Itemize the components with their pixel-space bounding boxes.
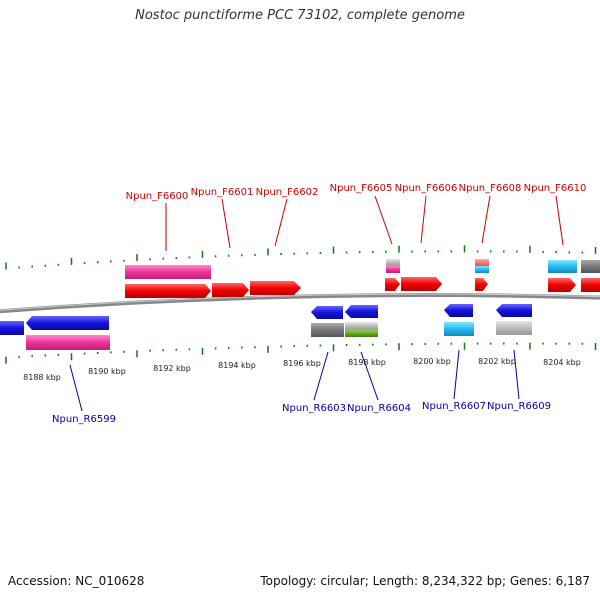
tick-label: 8190 kbp <box>88 367 126 376</box>
feature-lightgray-reverse[interactable] <box>345 322 378 330</box>
tick-label: 8200 kbp <box>413 357 451 366</box>
feature-gray-forward[interactable] <box>581 260 600 273</box>
genome-summary-text: Topology: circular; Length: 8,234,322 bp… <box>260 574 590 588</box>
tick-label: 8192 kbp <box>153 364 191 373</box>
feature-cyan-forward[interactable] <box>548 260 577 273</box>
reverse-callout-lines <box>69 349 520 412</box>
gene-arrow-r6603[interactable] <box>311 306 343 319</box>
gene-arrow-f6608[interactable] <box>475 278 488 291</box>
gene-arrow-f6602[interactable] <box>250 281 301 295</box>
feature-green-reverse[interactable] <box>345 330 378 337</box>
forward-gene-arrows <box>125 277 600 298</box>
gene-arrow-f6606[interactable] <box>401 277 442 291</box>
reverse-tick-arc <box>5 342 597 364</box>
tick-label: 8188 kbp <box>23 373 61 382</box>
gene-arrow-r6607[interactable] <box>444 304 473 317</box>
tick-label: 8196 kbp <box>283 359 321 368</box>
gene-arrow-r6599[interactable] <box>26 316 109 330</box>
gene-label-f6610[interactable]: Npun_F6610 <box>524 183 587 194</box>
gene-label-r6603[interactable]: Npun_R6603 <box>282 403 346 414</box>
gene-arrow-f6610[interactable] <box>548 278 576 292</box>
gene-label-f6601[interactable]: Npun_F6601 <box>191 187 254 198</box>
gene-label-f6606[interactable]: Npun_F6606 <box>395 183 458 194</box>
gene-label-f6602[interactable]: Npun_F6602 <box>256 187 319 198</box>
gene-arrow-f6605[interactable] <box>385 278 400 291</box>
gene-arrow-f6611[interactable] <box>581 278 600 292</box>
forward-gene-labels: Npun_F6600 Npun_F6601 Npun_F6602 Npun_F6… <box>126 183 587 202</box>
gene-label-r6604[interactable]: Npun_R6604 <box>347 403 411 414</box>
map-title: Nostoc punctiforme PCC 73102, complete g… <box>135 8 465 23</box>
genome-backbone-highlight <box>0 293 600 311</box>
reverse-gene-arrows <box>0 304 532 335</box>
gene-label-f6600[interactable]: Npun_F6600 <box>126 191 189 202</box>
feature-pink-forward[interactable] <box>125 265 211 279</box>
feature-lightgray-reverse-2[interactable] <box>496 321 532 335</box>
gene-label-r6607[interactable]: Npun_R6607 <box>422 401 486 412</box>
gene-label-f6605[interactable]: Npun_F6605 <box>330 183 393 194</box>
tick-label: 8204 kbp <box>543 358 581 367</box>
tick-label: 8194 kbp <box>218 361 256 370</box>
feature-salmon-forward[interactable] <box>475 259 489 266</box>
genome-backbone <box>0 293 600 314</box>
forward-tick-arc <box>5 245 597 270</box>
reverse-gene-labels: Npun_R6599 Npun_R6603 Npun_R6604 Npun_R6… <box>52 401 551 425</box>
gene-arrow-f6601[interactable] <box>212 283 249 297</box>
gene-arrow-f6600[interactable] <box>125 284 211 298</box>
feature-pink-reverse[interactable] <box>26 335 110 350</box>
feature-pink-forward-small[interactable] <box>386 266 400 273</box>
tick-label: 8202 kbp <box>478 357 516 366</box>
forward-callout-lines <box>165 195 564 251</box>
gene-arrow-r6604[interactable] <box>345 305 378 318</box>
axis-tick-labels: 8188 kbp 8190 kbp 8192 kbp 8194 kbp 8196… <box>23 357 581 382</box>
gene-arrow-r6609[interactable] <box>496 304 532 317</box>
gene-label-r6599[interactable]: Npun_R6599 <box>52 414 116 425</box>
accession-text: Accession: NC_010628 <box>8 574 145 588</box>
feature-lightgray-forward[interactable] <box>386 259 400 266</box>
feature-gray-reverse[interactable] <box>311 323 344 337</box>
feature-cyan-forward-small[interactable] <box>475 266 489 273</box>
tick-label: 8198 kbp <box>348 358 386 367</box>
gene-arrow-r6598[interactable] <box>0 321 24 335</box>
gene-label-r6609[interactable]: Npun_R6609 <box>487 401 551 412</box>
gene-label-f6608[interactable]: Npun_F6608 <box>459 183 522 194</box>
feature-cyan-reverse[interactable] <box>444 322 474 336</box>
